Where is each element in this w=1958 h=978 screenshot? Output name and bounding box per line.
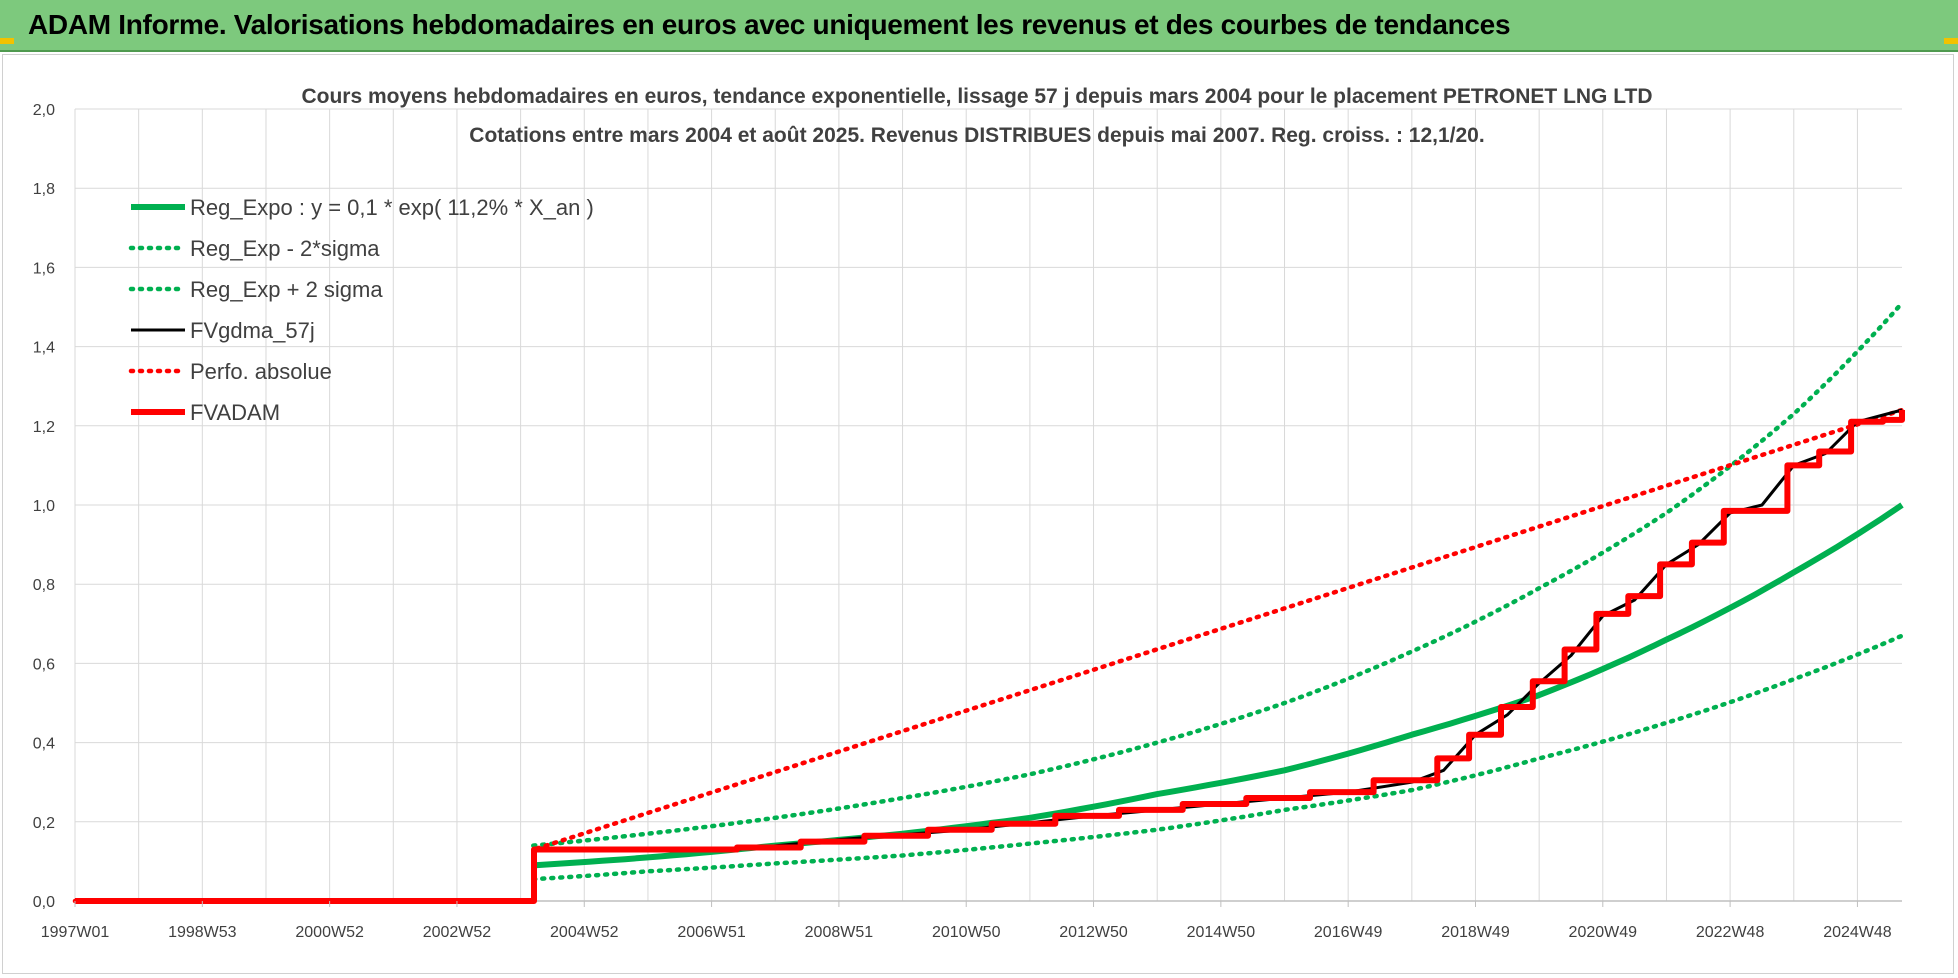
x-tick-label: 2016W49 — [1314, 924, 1383, 941]
legend-label-3: FVgdma_57j — [190, 318, 315, 343]
y-tick-label: 0,6 — [33, 656, 55, 673]
chart-title: Cours moyens hebdomadaires en euros, ten… — [301, 85, 1652, 108]
x-tick-label: 2014W50 — [1187, 924, 1256, 941]
series-1-line — [531, 633, 1905, 882]
x-tick-label: 2024W48 — [1823, 924, 1892, 941]
legend: Reg_Expo : y = 0,1 * exp( 11,2% * X_an )… — [128, 195, 594, 425]
legend-label-5: FVADAM — [190, 400, 280, 425]
legend-label-4: Perfo. absolue — [190, 359, 332, 384]
legend-label-2: Reg_Exp + 2 sigma — [190, 277, 383, 302]
x-tick-label: 1997W01 — [41, 924, 110, 941]
tick-labels: 0,0 0,2 0,4 0,6 0,8 1,0 1,2 1,4 1,6 1,8 2,0 1997W01… — [33, 102, 1892, 941]
y-tick-label: 1,0 — [33, 498, 55, 515]
x-tick-label: 2008W51 — [805, 924, 874, 941]
x-tick-label: 2010W50 — [932, 924, 1001, 941]
x-tick-label: 2018W49 — [1441, 924, 1510, 941]
chart-subtitle: Cotations entre mars 2004 et août 2025. … — [469, 124, 1484, 147]
x-tick-label: 2002W52 — [423, 924, 492, 941]
banner-corner-right — [1944, 38, 1958, 44]
y-tick-label: 0,4 — [33, 736, 55, 753]
series-layer — [72, 300, 1905, 904]
report-title: ADAM Informe. Valorisations hebdomadaire… — [28, 9, 1511, 40]
x-tick-label: 2022W48 — [1696, 924, 1765, 941]
series-5-line — [75, 410, 1905, 904]
chart-frame — [2, 54, 1954, 974]
grid — [74, 108, 1902, 902]
x-tick-label: 2020W49 — [1569, 924, 1638, 941]
x-tick-label: 2012W50 — [1059, 924, 1128, 941]
y-tick-label: 1,2 — [33, 419, 55, 436]
series-2-line — [531, 300, 1905, 848]
banner-corner-left — [0, 38, 14, 44]
y-tick-label: 1,4 — [33, 340, 55, 357]
x-tick-label: 2000W52 — [295, 924, 364, 941]
y-tick-label: 0,0 — [33, 894, 55, 911]
x-tick-label: 1998W53 — [168, 924, 237, 941]
y-tick-label: 1,6 — [33, 260, 55, 277]
y-tick-label: 0,8 — [33, 577, 55, 594]
y-tick-label: 2,0 — [33, 102, 55, 119]
y-tick-label: 1,8 — [33, 181, 55, 198]
x-tick-label: 2006W51 — [677, 924, 746, 941]
report-banner: ADAM Informe. Valorisations hebdomadaire… — [0, 0, 1958, 52]
legend-label-0: Reg_Expo : y = 0,1 * exp( 11,2% * X_an ) — [190, 195, 594, 220]
y-tick-label: 0,2 — [33, 815, 55, 832]
series-0-line — [533, 502, 1904, 869]
x-tick-label: 2004W52 — [550, 924, 619, 941]
legend-label-1: Reg_Exp - 2*sigma — [190, 236, 380, 261]
